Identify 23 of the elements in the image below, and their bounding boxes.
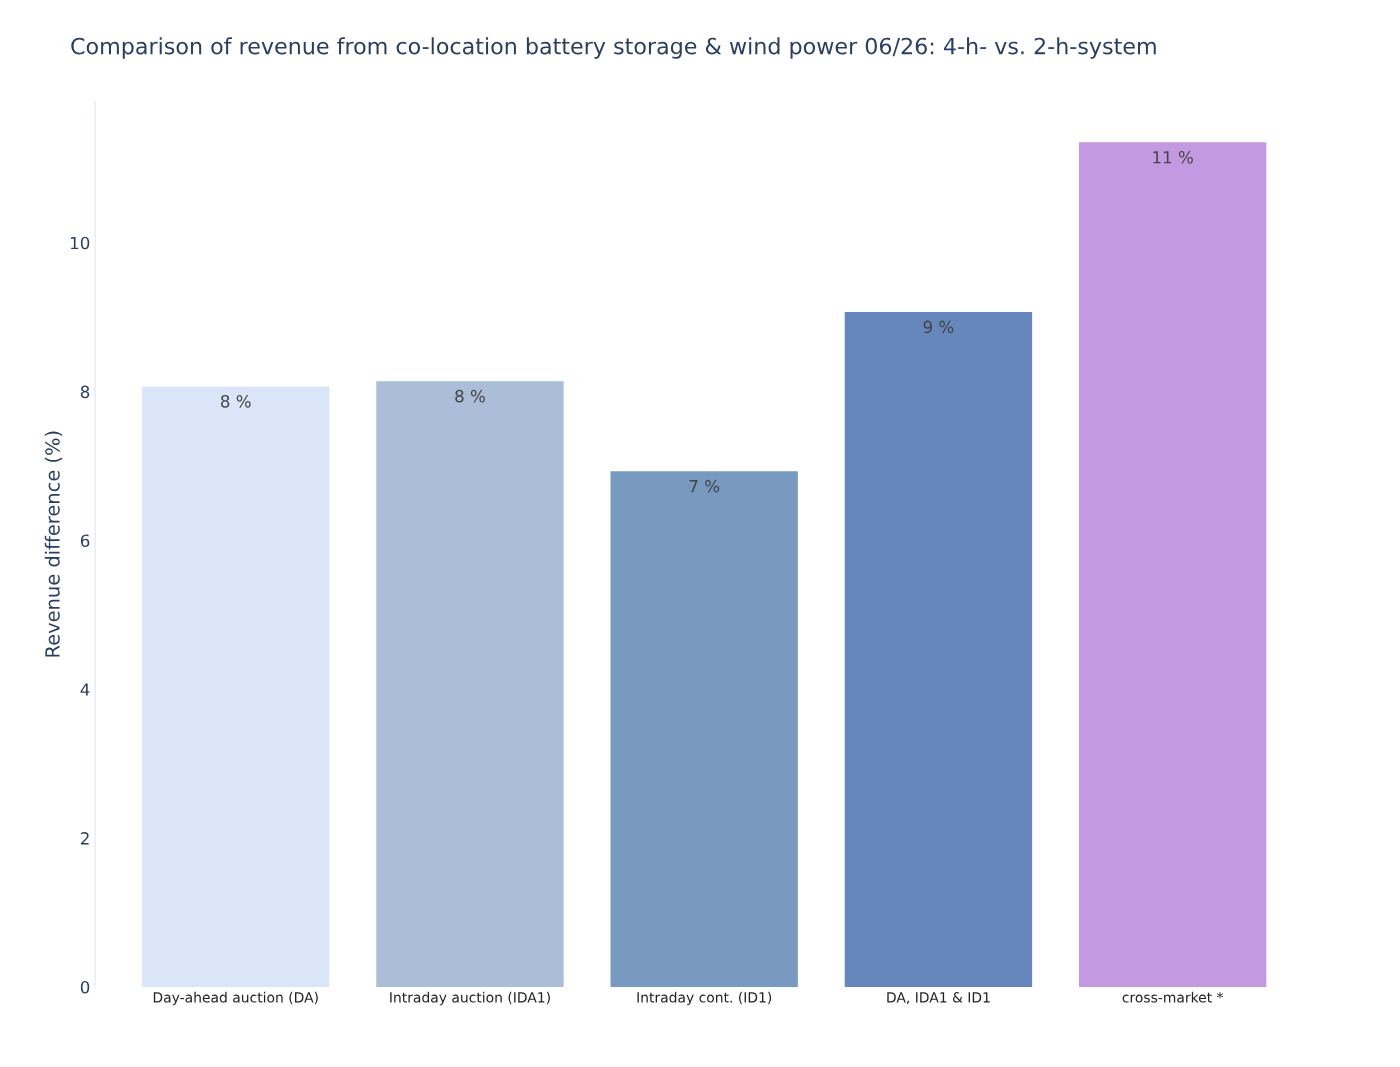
data-label: 11 % xyxy=(1153,150,1193,164)
data-label: 8 % xyxy=(455,389,485,403)
y-tick-label: 2 xyxy=(80,832,89,845)
data-label: 8 % xyxy=(221,395,251,408)
data-label: 7 % xyxy=(689,479,720,493)
y-axis-title: Revenue difference (%) xyxy=(44,431,63,657)
data-label: 9 % xyxy=(923,320,954,334)
x-tick-label: Day-ahead auction (DA) xyxy=(153,991,318,1006)
y-tick-label: 4 xyxy=(80,683,90,696)
x-tick-label: cross-market * xyxy=(1122,991,1224,1003)
y-tick-label: 0 xyxy=(80,980,90,994)
y-tick-label: 8 xyxy=(80,385,90,399)
bar xyxy=(376,381,564,987)
y-tick-label: 10 xyxy=(70,236,90,250)
y-tick-label: 6 xyxy=(80,534,90,548)
bar xyxy=(1078,142,1267,987)
x-tick-label: DA, IDA1 & ID1 xyxy=(887,992,990,1004)
x-tick-label: Intraday auction (IDA1) xyxy=(390,991,550,1006)
chart-title: Comparison of revenue from co-location battery storage & wind power 06/26: 4-h- vs. 2-h-system xyxy=(71,37,1156,59)
x-tick-label: Intraday cont. (ID1) xyxy=(637,991,772,1006)
bar xyxy=(142,386,330,987)
bar xyxy=(610,471,798,987)
bar xyxy=(844,311,1033,987)
